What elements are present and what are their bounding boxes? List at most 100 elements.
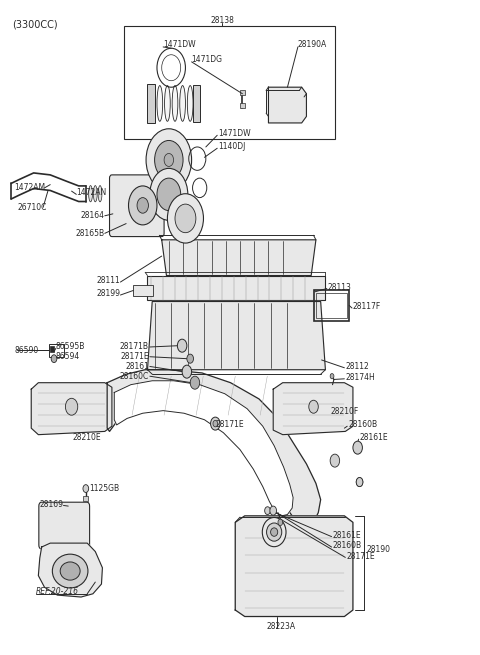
- Bar: [240, 90, 245, 95]
- Bar: [316, 293, 347, 318]
- Circle shape: [155, 140, 183, 179]
- Circle shape: [65, 398, 78, 415]
- Text: 86595B: 86595B: [56, 343, 85, 352]
- Circle shape: [83, 485, 89, 493]
- Ellipse shape: [165, 86, 170, 121]
- Polygon shape: [273, 383, 353, 435]
- Polygon shape: [268, 87, 306, 123]
- Text: 26710C: 26710C: [17, 203, 47, 212]
- Circle shape: [353, 441, 362, 454]
- Ellipse shape: [60, 562, 80, 580]
- Text: 28138: 28138: [210, 16, 234, 26]
- Polygon shape: [38, 543, 102, 597]
- Text: 28169: 28169: [39, 500, 63, 509]
- Text: 1140DJ: 1140DJ: [219, 142, 246, 151]
- Bar: [240, 103, 245, 108]
- Ellipse shape: [266, 523, 282, 541]
- Circle shape: [137, 198, 148, 213]
- Text: 28160B: 28160B: [348, 421, 377, 430]
- Text: 28174H: 28174H: [345, 373, 375, 382]
- FancyBboxPatch shape: [39, 502, 90, 549]
- Text: 86594: 86594: [56, 352, 80, 361]
- Ellipse shape: [98, 185, 102, 202]
- Circle shape: [168, 194, 204, 243]
- Text: 1472AM: 1472AM: [14, 183, 46, 193]
- Circle shape: [150, 168, 188, 220]
- Polygon shape: [114, 381, 293, 516]
- Text: 28210E: 28210E: [73, 434, 102, 442]
- Text: 1471DW: 1471DW: [163, 41, 196, 50]
- Bar: [133, 285, 153, 296]
- Circle shape: [270, 506, 276, 515]
- Polygon shape: [235, 516, 353, 616]
- Circle shape: [190, 376, 200, 389]
- Ellipse shape: [180, 86, 185, 121]
- Circle shape: [264, 507, 270, 515]
- Text: 28160C: 28160C: [120, 371, 149, 381]
- Text: 1471DG: 1471DG: [192, 56, 223, 64]
- Bar: [147, 276, 325, 300]
- Circle shape: [213, 421, 218, 427]
- Circle shape: [309, 400, 318, 413]
- Bar: [50, 346, 54, 352]
- Circle shape: [164, 153, 174, 166]
- Circle shape: [356, 477, 363, 487]
- Text: 28190: 28190: [366, 545, 390, 554]
- Text: 28210F: 28210F: [330, 407, 359, 417]
- Text: 28171E: 28171E: [216, 421, 244, 430]
- Text: 28199: 28199: [96, 290, 120, 298]
- Ellipse shape: [262, 517, 286, 547]
- Text: 28160B: 28160B: [333, 541, 361, 550]
- Text: 1125GB: 1125GB: [89, 484, 119, 493]
- Text: 28161E: 28161E: [360, 434, 388, 442]
- Bar: [84, 496, 88, 501]
- Text: 28164: 28164: [81, 212, 105, 220]
- Circle shape: [330, 373, 334, 379]
- Text: (3300CC): (3300CC): [12, 19, 58, 29]
- Text: 28113: 28113: [328, 283, 352, 291]
- Bar: [147, 84, 155, 123]
- Text: 28171E: 28171E: [346, 552, 375, 561]
- Text: 28223A: 28223A: [266, 622, 295, 631]
- Polygon shape: [31, 383, 112, 435]
- Text: 28112: 28112: [345, 362, 369, 371]
- Circle shape: [129, 186, 157, 225]
- Circle shape: [182, 365, 192, 378]
- Circle shape: [211, 417, 220, 430]
- Polygon shape: [147, 301, 325, 369]
- Text: 28165B: 28165B: [76, 229, 105, 238]
- Text: 1471DW: 1471DW: [219, 130, 251, 138]
- Polygon shape: [162, 240, 316, 276]
- Text: 1472AN: 1472AN: [76, 188, 107, 197]
- FancyBboxPatch shape: [109, 175, 164, 236]
- Circle shape: [157, 178, 180, 211]
- Ellipse shape: [52, 554, 88, 588]
- Bar: [192, 85, 200, 122]
- Text: 86590: 86590: [14, 346, 39, 355]
- Circle shape: [146, 129, 192, 191]
- Ellipse shape: [157, 86, 163, 121]
- Text: 28161: 28161: [125, 362, 149, 371]
- Polygon shape: [107, 369, 321, 525]
- Circle shape: [330, 454, 340, 467]
- Bar: [49, 344, 63, 357]
- Ellipse shape: [149, 86, 155, 121]
- Ellipse shape: [271, 528, 278, 536]
- Circle shape: [51, 355, 57, 363]
- Ellipse shape: [187, 86, 193, 121]
- Text: 28171B: 28171B: [120, 343, 149, 352]
- Bar: [313, 290, 349, 321]
- Text: 28117F: 28117F: [353, 302, 381, 311]
- Ellipse shape: [89, 185, 93, 202]
- Text: 28111: 28111: [96, 276, 120, 285]
- Circle shape: [178, 339, 187, 352]
- Bar: [124, 26, 335, 139]
- Circle shape: [278, 519, 283, 525]
- Text: REF.20-216: REF.20-216: [36, 587, 79, 595]
- Circle shape: [175, 204, 196, 233]
- Text: 28161E: 28161E: [333, 531, 361, 540]
- Text: 28171E: 28171E: [120, 352, 149, 361]
- Ellipse shape: [94, 185, 97, 202]
- Text: 28190A: 28190A: [298, 41, 327, 50]
- Circle shape: [187, 354, 193, 364]
